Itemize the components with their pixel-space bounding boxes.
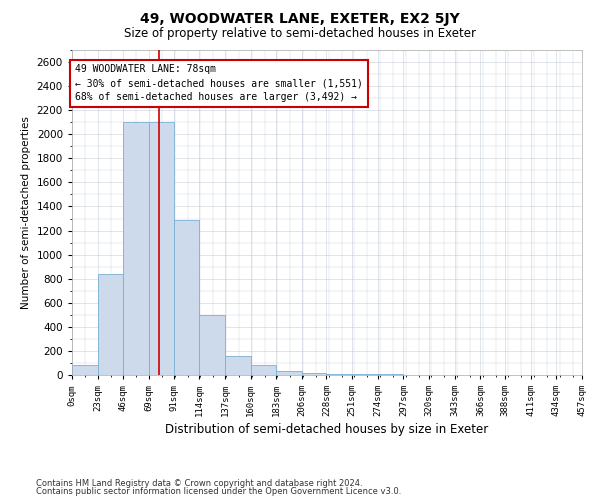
Bar — [276, 371, 302, 375]
Bar — [302, 372, 326, 375]
Bar — [251, 366, 276, 375]
Bar — [199, 315, 225, 375]
Text: Contains HM Land Registry data © Crown copyright and database right 2024.: Contains HM Land Registry data © Crown c… — [36, 478, 362, 488]
Text: Contains public sector information licensed under the Open Government Licence v3: Contains public sector information licen… — [36, 487, 401, 496]
Text: 49 WOODWATER LANE: 78sqm
← 30% of semi-detached houses are smaller (1,551)
68% o: 49 WOODWATER LANE: 78sqm ← 30% of semi-d… — [76, 64, 363, 102]
X-axis label: Distribution of semi-detached houses by size in Exeter: Distribution of semi-detached houses by … — [166, 423, 488, 436]
Bar — [72, 366, 98, 375]
Text: Size of property relative to semi-detached houses in Exeter: Size of property relative to semi-detach… — [124, 28, 476, 40]
Bar — [173, 220, 199, 375]
Text: 49, WOODWATER LANE, EXETER, EX2 5JY: 49, WOODWATER LANE, EXETER, EX2 5JY — [140, 12, 460, 26]
Bar — [326, 374, 352, 375]
Y-axis label: Number of semi-detached properties: Number of semi-detached properties — [21, 116, 31, 309]
Bar — [378, 374, 403, 375]
Bar — [149, 122, 173, 375]
Bar — [124, 122, 149, 375]
Bar — [98, 274, 124, 375]
Bar — [225, 356, 251, 375]
Bar — [352, 374, 378, 375]
